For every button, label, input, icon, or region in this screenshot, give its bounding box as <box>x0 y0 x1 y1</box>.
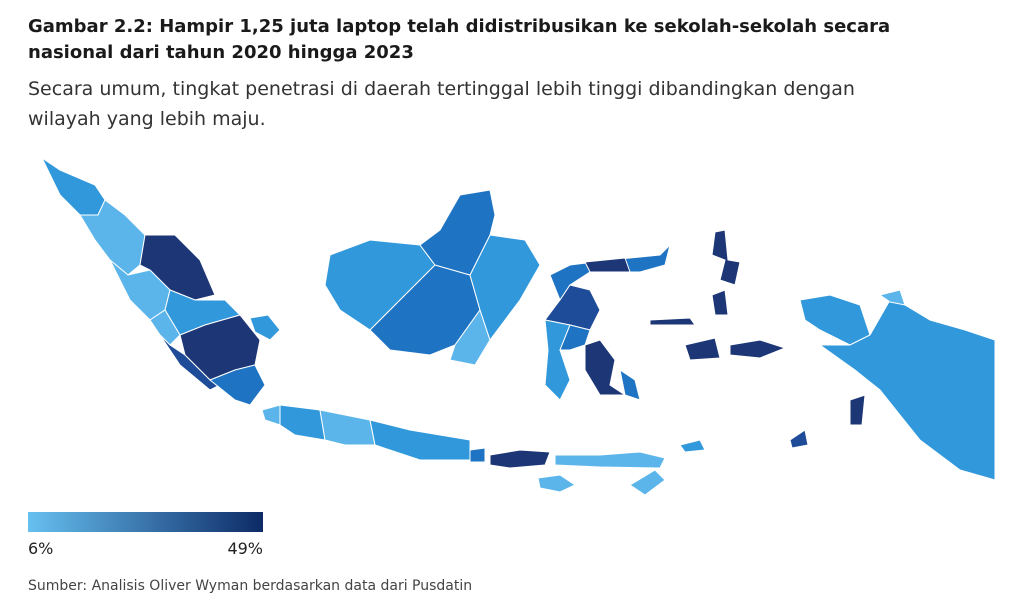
province <box>489 449 551 469</box>
province <box>789 429 809 449</box>
province <box>711 229 741 286</box>
subtitle: wilayah yang lebih maju. <box>28 108 266 130</box>
province <box>369 419 471 461</box>
province <box>559 324 591 351</box>
legend-gradient <box>28 512 263 532</box>
province <box>729 339 787 359</box>
province <box>684 337 721 361</box>
province <box>711 289 729 316</box>
province <box>878 289 906 306</box>
province <box>649 317 696 326</box>
province <box>419 189 496 276</box>
title: nasional dari tahun 2020 hingga 2023 <box>28 42 414 63</box>
province <box>584 339 627 396</box>
map <box>40 156 996 496</box>
province <box>319 409 376 446</box>
province <box>261 404 281 426</box>
subtitle: Secara umum, tingkat penetrasi di daerah… <box>28 78 855 100</box>
province <box>679 439 706 453</box>
province <box>799 294 871 346</box>
province <box>818 299 996 481</box>
province <box>469 234 541 342</box>
province <box>544 319 571 401</box>
source: Sumber: Analisis Oliver Wyman berdasarka… <box>28 578 472 594</box>
province <box>249 314 281 341</box>
province <box>449 308 491 366</box>
province <box>149 309 181 346</box>
province <box>537 474 577 493</box>
province <box>554 451 666 469</box>
legend-max: 49% <box>227 539 263 558</box>
province <box>619 368 641 401</box>
province <box>40 156 106 216</box>
province <box>209 364 266 406</box>
province <box>584 257 631 273</box>
province <box>629 469 666 496</box>
title: Gambar 2.2: Hampir 1,25 juta laptop tela… <box>28 16 890 37</box>
legend-min: 6% <box>28 539 53 558</box>
province <box>469 447 486 463</box>
province <box>279 404 326 441</box>
province <box>849 394 866 426</box>
